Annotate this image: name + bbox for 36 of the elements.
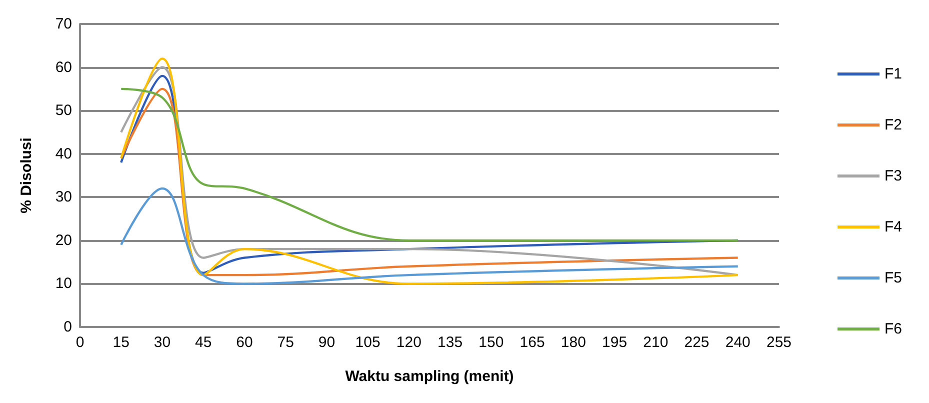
legend-label: F4 (884, 218, 902, 236)
y-tick-label: 30 (55, 188, 72, 206)
x-tick-label: 120 (396, 334, 422, 351)
y-tick-label: 50 (55, 102, 72, 120)
x-axis-title: Waktu sampling (menit) (345, 368, 514, 385)
x-tick-label: 210 (643, 334, 668, 351)
x-tick-label: 240 (725, 334, 750, 351)
x-tick-label: 60 (236, 334, 253, 351)
x-tick-label: 0 (76, 334, 84, 351)
y-tick-label: 0 (64, 318, 72, 336)
x-tick-label: 150 (478, 334, 504, 351)
legend-label: F3 (884, 168, 902, 184)
x-tick-label: 135 (438, 334, 463, 351)
y-axis-title: % Disolusi (18, 138, 35, 214)
x-tick-label: 105 (355, 334, 380, 351)
x-tick-label: 255 (766, 334, 792, 351)
line-series (120, 187, 739, 285)
x-tick-label: 45 (195, 334, 212, 351)
legend-label: F1 (884, 66, 902, 82)
x-tick-label: 75 (277, 334, 294, 351)
x-tick-label: 180 (560, 334, 586, 351)
x-tick-label: 165 (520, 334, 545, 351)
x-tick-label: 30 (154, 334, 171, 351)
y-tick-label: 60 (55, 58, 72, 76)
legend-label: F2 (884, 116, 902, 134)
x-tick-label: 15 (112, 334, 130, 351)
legend-label: F5 (884, 270, 902, 286)
y-tick-label: 70 (55, 16, 72, 32)
legend-label: F6 (884, 320, 902, 338)
y-tick-label: 20 (55, 232, 72, 249)
x-tick-label: 195 (602, 334, 628, 351)
line-series (120, 88, 739, 242)
y-tick-label: 10 (55, 275, 72, 292)
x-tick-label: 90 (318, 334, 336, 351)
x-tick-label: 225 (684, 334, 710, 351)
y-tick-label: 40 (55, 145, 72, 162)
